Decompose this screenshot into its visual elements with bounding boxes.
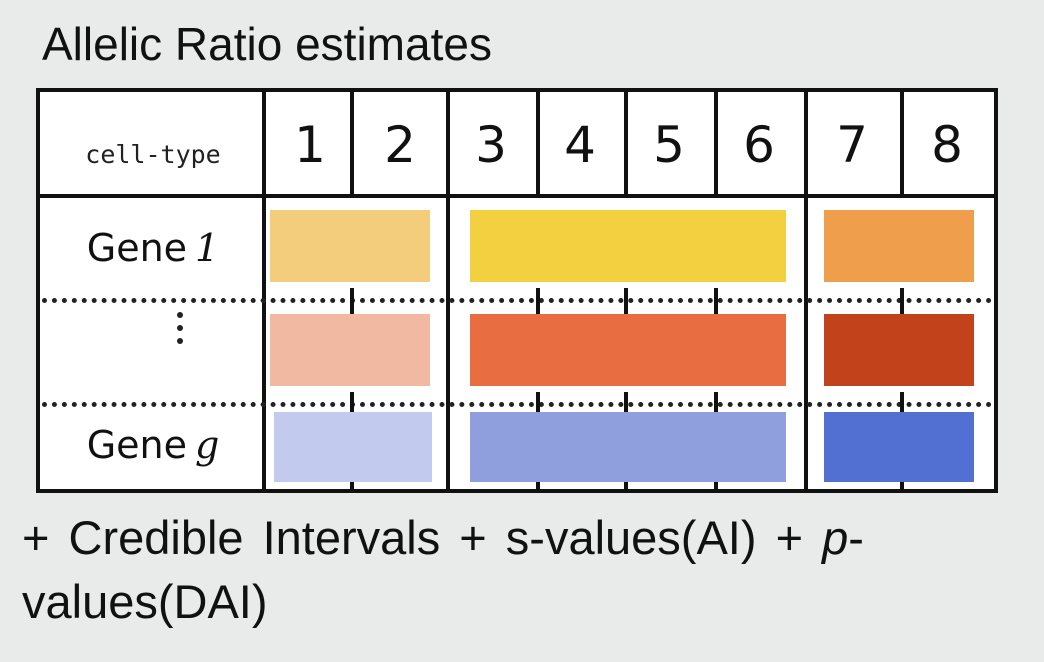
column-header-6: 6 [743,116,775,174]
footer-p-italic: p [822,511,849,564]
bar-gene-1-group-2 [470,210,786,282]
column-header-7: 7 [836,116,868,174]
bar-gene-g-group-1 [274,412,432,482]
header-divider [40,194,994,198]
gene-index: 1 [195,226,220,270]
header-divider-4-5 [624,92,628,198]
bar-gene-g-group-3 [824,412,974,482]
header-divider-5-6 [714,92,718,198]
tick-mark [624,288,628,314]
tick-mark [350,392,354,418]
column-header-4: 4 [564,116,596,174]
gene-label: Gene [86,226,188,270]
header-divider-1-2 [350,92,354,198]
bar-gene-mid-group-3 [824,314,974,386]
bar-gene-mid-group-2 [470,314,786,386]
row-separator-1 [42,298,992,303]
tick-mark [536,392,540,418]
bar-gene-g-group-2 [470,412,786,482]
tick-mark [536,288,540,314]
column-header-8: 8 [931,116,963,174]
tick-mark [900,288,904,314]
vertical-ellipsis [177,312,183,344]
column-header-3: 3 [475,116,507,174]
footer-part-2: -values(DAI) [22,511,864,628]
column-header-1: 1 [294,116,326,174]
bar-gene-1-group-1 [270,210,430,282]
gene-index: g [194,423,220,467]
group-divider-6-7 [804,92,808,489]
figure-title: Allelic Ratio estimates [42,18,492,70]
bar-gene-1-group-3 [824,210,974,282]
tick-mark [714,288,718,314]
column-header-2: 2 [384,116,416,174]
row-label-gene-g: Gene g [40,404,266,486]
allelic-ratio-table: cell-type 1 2 3 4 5 6 7 8 Gene 1 Gene g [36,88,998,493]
row-separator-2 [42,402,992,407]
header-divider-7-8 [900,92,904,198]
gene-label: Gene [86,423,187,467]
tick-mark [714,392,718,418]
column-header-5: 5 [653,116,685,174]
cell-type-header: cell-type [85,139,221,169]
group-divider-2-3 [446,92,450,489]
bar-gene-mid-group-1 [270,314,430,386]
footer-part-1: + Credible Intervals + s-values(AI) + [22,511,823,564]
tick-mark [350,288,354,314]
tick-mark [900,392,904,418]
footer-caption: + Credible Intervals + s-values(AI) + p-… [22,506,1032,634]
tick-mark [624,392,628,418]
row-label-gene-1: Gene 1 [40,202,266,294]
header-divider-3-4 [536,92,540,198]
label-column-divider [262,92,266,489]
